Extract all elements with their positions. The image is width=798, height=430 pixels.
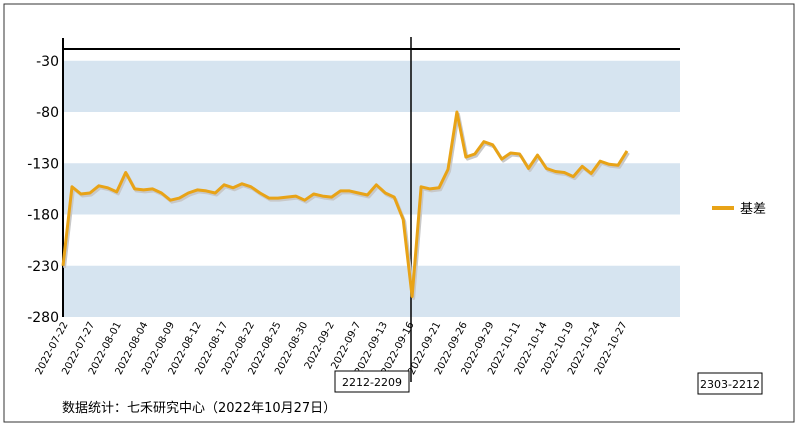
grid-band [63,265,680,317]
legend-label: 基差 [740,202,766,217]
boundary-annotation: 2212-2209 [334,370,410,393]
next-contract-label-box [697,372,763,395]
y-tick-label: -130 [27,156,59,172]
boundary-label-box [334,370,410,393]
grid-bands [63,60,680,317]
y-tick-label: -230 [27,259,59,275]
y-axis-ticks: -30 -80 -130 -180 -230 -280 [27,54,59,326]
series-line-basis [61,110,629,298]
axes [62,37,680,382]
y-tick-label: -180 [27,208,59,224]
next-contract-label: 2303-2212 [700,378,760,391]
boundary-label: 2212-2209 [342,376,402,389]
grid-band [63,60,680,112]
y-tick-label: -30 [36,54,59,70]
source-note: 数据统计：七禾研究中心（2022年10月27日） [62,401,336,416]
legend: 基差 [712,202,766,217]
series-layer [61,110,630,300]
y-tick-label: -280 [27,310,59,326]
next-contract-annotation: 2303-2212 [697,372,763,395]
y-tick-label: -80 [36,105,59,121]
